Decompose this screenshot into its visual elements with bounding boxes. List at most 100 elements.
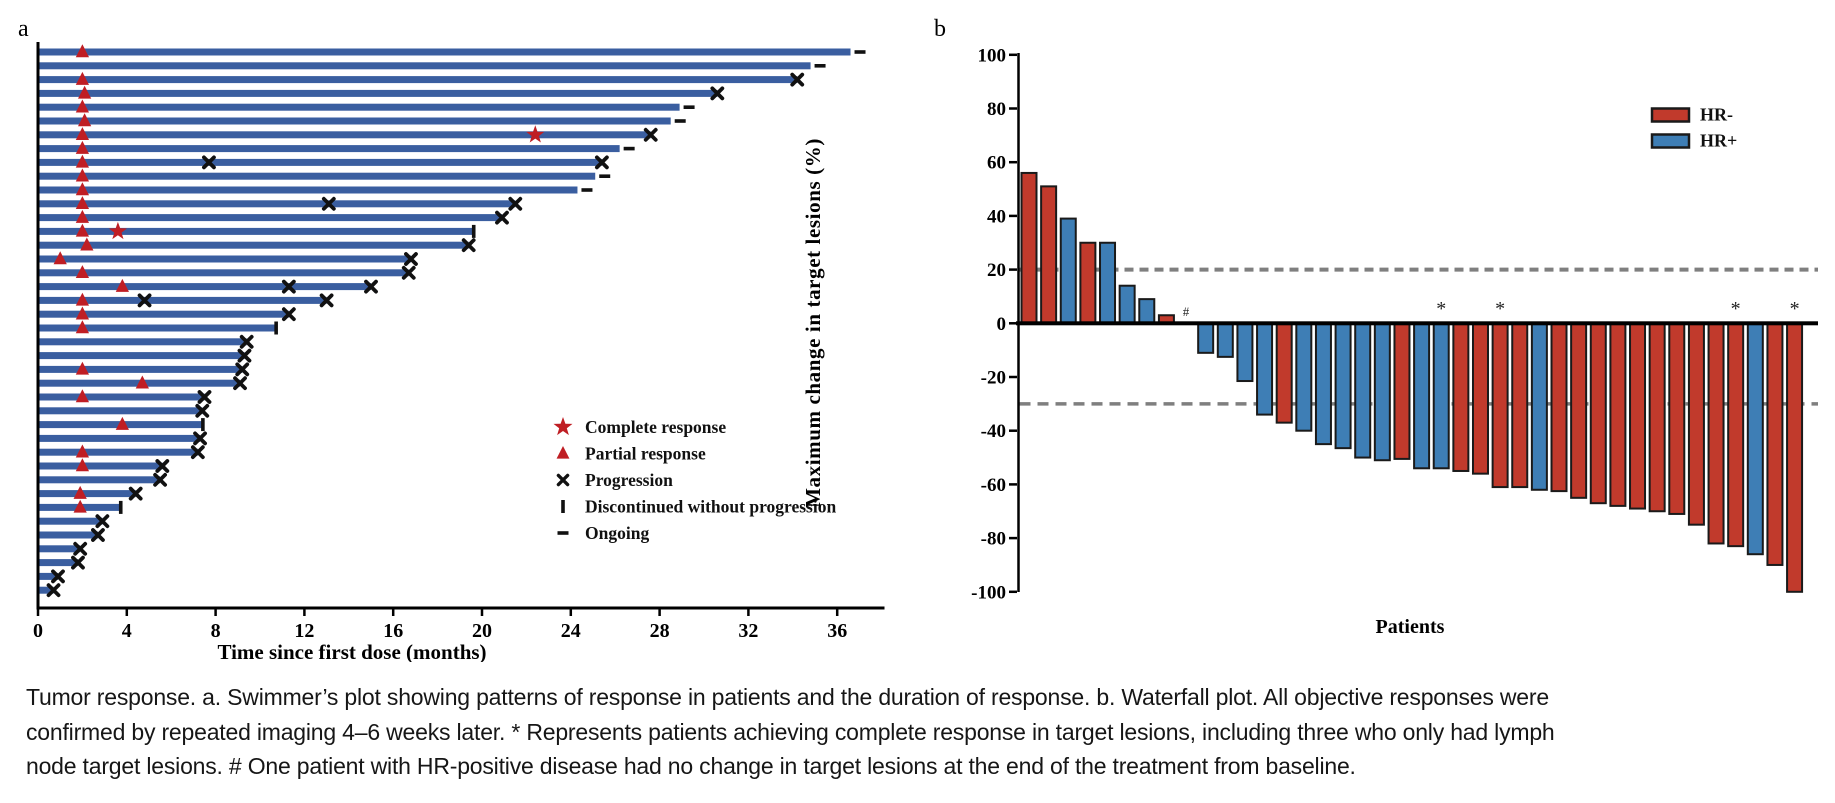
- waterfall-bar: [1275, 322, 1293, 424]
- waterfall-bar: [1059, 217, 1077, 325]
- legend-triangle-icon: [556, 446, 570, 459]
- partial-response-triangle: [75, 265, 90, 279]
- swimmer-bar: [38, 531, 98, 539]
- progression-x-marker: [128, 486, 143, 501]
- waterfall-y-tick: [1009, 160, 1017, 164]
- partial-response-triangle: [75, 196, 90, 210]
- progression-x-marker: [195, 403, 210, 418]
- waterfall-bar: [1020, 171, 1038, 325]
- bar-annotation: *: [1731, 298, 1741, 320]
- waterfall-bar: [1432, 322, 1450, 470]
- waterfall-bar: [1216, 322, 1234, 358]
- swimmer-x-tick-label: 4: [122, 620, 132, 642]
- legend-label: Ongoing: [585, 523, 649, 543]
- waterfall-x-axis-title: Patients: [1376, 616, 1445, 638]
- waterfall-bar: [1746, 322, 1764, 556]
- waterfall-y-tick-label: 0: [997, 314, 1007, 335]
- waterfall-y-tick-label: 80: [987, 99, 1006, 120]
- waterfall-y-tick: [1009, 322, 1017, 325]
- progression-x-marker: [321, 196, 336, 211]
- legend-label: HR-: [1700, 105, 1733, 125]
- partial-response-triangle: [53, 251, 67, 265]
- legend-swatch: [1650, 133, 1691, 149]
- swimmer-bar: [38, 200, 516, 208]
- partial-response-triangle: [75, 209, 90, 223]
- waterfall-bar: [1334, 322, 1352, 450]
- swimmer-x-tick-label: 8: [211, 620, 221, 642]
- progression-x-marker: [233, 376, 247, 391]
- waterfall-bar: [1629, 322, 1647, 510]
- progression-x-marker: [790, 72, 805, 87]
- swimmer-bar: [38, 338, 247, 346]
- waterfall-bar: [1766, 322, 1784, 566]
- waterfall-y-tick: [1009, 214, 1017, 218]
- swimmer-x-tick: [569, 608, 573, 616]
- waterfall-y-tick-label: 20: [987, 260, 1006, 281]
- progression-x-marker: [495, 210, 509, 225]
- swimmer-bar: [38, 476, 161, 484]
- waterfall-bar: [1589, 322, 1607, 505]
- waterfall-y-tick-label: -40: [981, 421, 1006, 442]
- swimmer-bar: [38, 296, 327, 304]
- swimmer-plot: a 0 4 8 12 16 20 24 28 32 36 Time since first dose …: [18, 16, 885, 662]
- swimmer-bar: [38, 269, 409, 277]
- waterfall-bar: [1687, 322, 1705, 526]
- partial-response-triangle: [77, 85, 92, 99]
- swimmer-bar: [38, 434, 201, 442]
- waterfall-bar: [1079, 241, 1097, 325]
- swimmer-bar: [38, 145, 620, 153]
- swimmer-bar: [38, 89, 718, 97]
- waterfall-bar: [1511, 322, 1529, 489]
- swimmer-x-tick-label: 20: [472, 620, 492, 642]
- caption-line-2: confirmed by repeated imaging 4–6 weeks …: [26, 718, 1555, 745]
- legend-label: Complete response: [585, 417, 726, 437]
- partial-response-triangle: [75, 182, 90, 196]
- progression-x-marker: [137, 293, 152, 308]
- progression-x-marker: [71, 555, 85, 570]
- swimmer-bar: [38, 559, 78, 567]
- swimmer-bar: [38, 172, 596, 180]
- figure-canvas: a 0 4 8 12 16 20 24 28 32 36 Time since first dose …: [18, 16, 1818, 662]
- waterfall-bar: [1786, 322, 1804, 593]
- swimmer-x-tick: [125, 608, 129, 616]
- waterfall-bar: [1099, 241, 1117, 325]
- ongoing-dash-marker: [599, 174, 611, 178]
- ongoing-dash-marker: [674, 119, 686, 123]
- swimmer-bar: [38, 117, 671, 125]
- waterfall-bar: [1530, 322, 1548, 491]
- ongoing-dash-marker: [814, 64, 826, 68]
- partial-response-triangle: [75, 223, 90, 237]
- waterfall-y-tick: [1009, 429, 1017, 432]
- progression-x-marker: [404, 252, 418, 266]
- swimmer-bar: [38, 545, 81, 553]
- partial-response-triangle: [75, 168, 90, 182]
- waterfall-y-tick: [1009, 268, 1017, 271]
- swimmer-bar: [38, 462, 163, 470]
- partial-response-triangle: [75, 458, 90, 472]
- partial-response-triangle: [80, 237, 94, 251]
- waterfall-bar: [1373, 322, 1391, 462]
- partial-response-triangle: [73, 485, 87, 499]
- waterfall-y-tick-label: -100: [971, 582, 1006, 603]
- progression-x-marker: [239, 334, 254, 349]
- partial-response-triangle: [135, 375, 149, 389]
- ongoing-dash-marker: [683, 105, 695, 109]
- partial-response-triangle: [115, 416, 129, 430]
- swimmer-bar: [38, 241, 469, 249]
- waterfall-zero-line: [1016, 321, 1818, 326]
- waterfall-y-tick-label: 100: [978, 45, 1007, 66]
- waterfall-plot: b # * * * * 100 80 60 40 20 0 -20 -40 -60 -80 -100 Maximu…: [801, 16, 1818, 638]
- discontinued-bar-marker: [118, 500, 123, 514]
- legend-x-icon: [556, 473, 570, 487]
- legend-label: Partial response: [585, 444, 706, 464]
- waterfall-bar: [1118, 284, 1136, 325]
- waterfall-y-tick-label: -80: [981, 529, 1006, 550]
- waterfall-bar: [1491, 322, 1509, 489]
- progression-x-marker: [401, 265, 416, 280]
- waterfall-bar: [1256, 322, 1274, 416]
- progression-x-marker: [281, 307, 296, 322]
- progression-x-marker: [91, 528, 105, 542]
- swimmer-x-tick-label: 28: [650, 620, 670, 642]
- swimmer-bar: [38, 393, 205, 401]
